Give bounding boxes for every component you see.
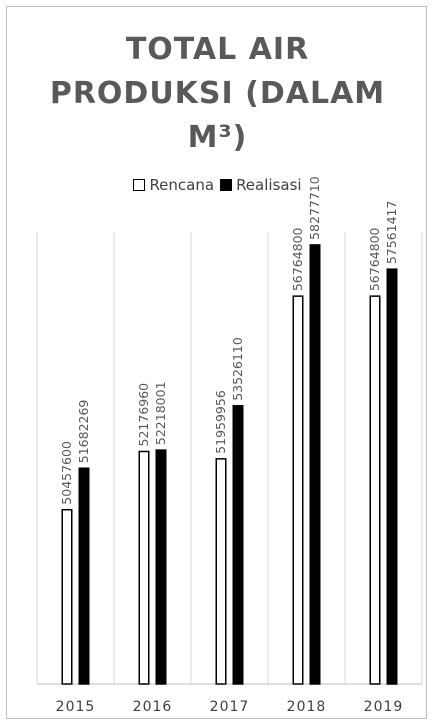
x-tick-label-2016: 2016 xyxy=(133,699,173,715)
data-label-realisasi-2019: 57561417 xyxy=(384,201,399,265)
data-label-rencana-2018: 56764800 xyxy=(290,227,305,291)
bar-realisasi-2015 xyxy=(78,467,90,685)
x-tick-label-2015: 2015 xyxy=(56,699,96,715)
x-tick-label-2018: 2018 xyxy=(287,699,327,715)
bar-rencana-2016 xyxy=(138,450,150,685)
legend-swatch-realisasi xyxy=(220,179,233,191)
data-label-realisasi-2016: 52218001 xyxy=(153,381,168,445)
chart-legend: Rencana Realisasi xyxy=(0,176,435,194)
chart-title: TOTAL AIR PRODUKSI (DALAM M³) xyxy=(0,28,435,160)
bar-realisasi-2019 xyxy=(386,268,398,685)
legend-item-realisasi: Realisasi xyxy=(220,176,302,194)
legend-item-rencana: Rencana xyxy=(133,176,214,194)
chart-title-line-2: PRODUKSI (DALAM xyxy=(49,76,386,111)
data-label-realisasi-2017: 53526110 xyxy=(230,337,245,401)
legend-label-realisasi: Realisasi xyxy=(236,176,302,194)
legend-label-rencana: Rencana xyxy=(149,176,215,194)
chart-title-line-1: TOTAL AIR xyxy=(125,32,310,67)
bar-rencana-2019 xyxy=(369,295,381,685)
bar-rencana-2018 xyxy=(292,295,304,685)
bar-realisasi-2017 xyxy=(232,405,244,685)
legend-swatch-rencana xyxy=(133,179,146,191)
bar-realisasi-2018 xyxy=(309,244,321,685)
chart-title-line-3: M³) xyxy=(187,120,248,155)
data-label-realisasi-2018: 58277710 xyxy=(307,176,322,240)
bar-rencana-2015 xyxy=(61,508,73,685)
x-tick-label-2017: 2017 xyxy=(210,699,250,715)
bar-realisasi-2016 xyxy=(155,449,167,685)
data-label-rencana-2017: 51959956 xyxy=(213,390,228,454)
data-label-realisasi-2015: 51682269 xyxy=(76,400,91,464)
data-label-rencana-2019: 56764800 xyxy=(367,227,382,291)
data-label-rencana-2015: 50457600 xyxy=(59,441,74,505)
x-tick-label-2019: 2019 xyxy=(364,699,404,715)
data-label-rencana-2016: 52176960 xyxy=(136,383,151,447)
bar-rencana-2017 xyxy=(215,458,227,685)
